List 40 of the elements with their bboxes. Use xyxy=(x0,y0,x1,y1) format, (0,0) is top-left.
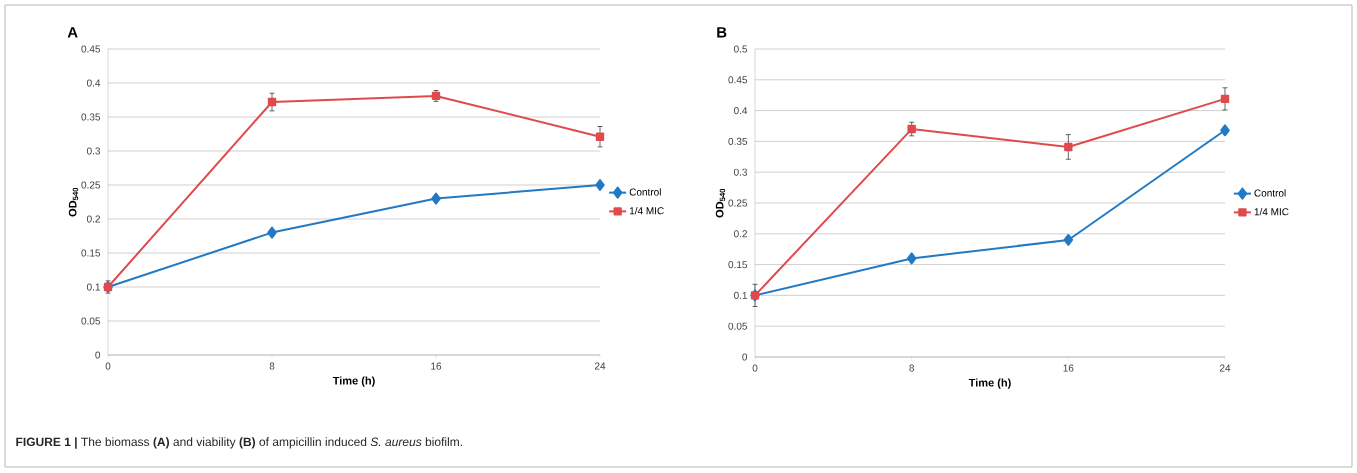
x-tick-label: 0 xyxy=(752,364,758,372)
x-tick-label: 0 xyxy=(105,362,111,370)
y-tick-label: 0.15 xyxy=(728,261,748,269)
y-tick-label: 0.45 xyxy=(81,45,101,53)
x-tick-label: 16 xyxy=(431,362,442,370)
legend-label: Control xyxy=(1254,189,1286,197)
legend-label: 1/4 MIC xyxy=(629,206,664,215)
y-tick-label: 0.45 xyxy=(728,76,748,84)
y-tick-label: 0.1 xyxy=(86,283,100,291)
y-tick-label: 0.35 xyxy=(728,137,748,145)
y-axis-title: OD$_{540}$ xyxy=(715,188,726,218)
x-tick-label: 16 xyxy=(1063,364,1074,372)
y-tick-label: 0.25 xyxy=(81,181,101,189)
y-tick-label: 0.05 xyxy=(728,322,748,330)
x-axis-title: Time (h) xyxy=(332,376,375,387)
x-axis-title: Time (h) xyxy=(968,378,1011,389)
y-tick-label: 0 xyxy=(742,353,748,361)
y-tick-label: 0 xyxy=(95,351,101,359)
legend-label: 1/4 MIC xyxy=(1254,207,1289,216)
x-tick-label: 24 xyxy=(594,362,606,370)
y-tick-label: 0.25 xyxy=(728,199,748,207)
y-tick-label: 0.35 xyxy=(81,113,101,121)
y-tick-label: 0.05 xyxy=(81,317,101,325)
y-tick-label: 0.3 xyxy=(86,147,101,155)
y-tick-label: 0.3 xyxy=(733,168,748,176)
y-tick-label: 0.4 xyxy=(733,107,748,115)
y-tick-label: 0.15 xyxy=(81,249,101,257)
y-tick-label: 0.5 xyxy=(733,45,748,53)
y-tick-label: 0.1 xyxy=(733,291,747,299)
y-tick-label: 0.4 xyxy=(86,79,101,87)
chart-title: B xyxy=(717,27,727,38)
text: FIGURE 1 | The biomass (A) and viability (B) of ampicillin induced S. aureus biofilm. xyxy=(16,437,462,449)
x-tick-label: 8 xyxy=(909,364,915,372)
y-axis-title: OD$_{540}$ xyxy=(68,187,79,217)
chart-title: A xyxy=(67,27,78,38)
x-tick-label: 8 xyxy=(269,362,275,370)
legend-label: Control xyxy=(629,188,661,196)
x-tick-label: 24 xyxy=(1219,364,1231,372)
y-tick-label: 0.2 xyxy=(86,215,100,223)
y-tick-label: 0.2 xyxy=(733,230,747,238)
